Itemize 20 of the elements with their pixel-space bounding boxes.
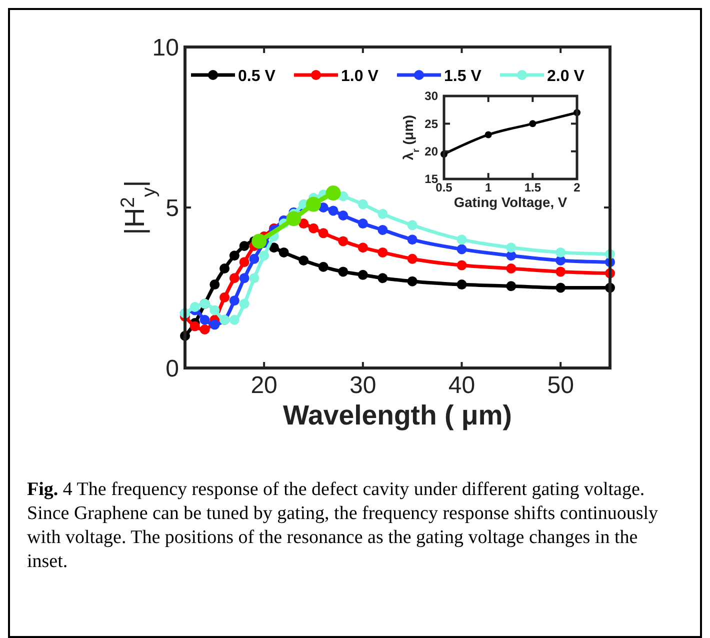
- caption: Fig. 4 The frequency response of the defect cavity under different gating voltage. Since Graphene can be tuned by gating, the frequency response shifts continuously with voltage. The positions of the resonance as the gating voltage changes in the inset.: [27, 479, 659, 572]
- legend-label: 2.0 V: [547, 68, 585, 85]
- x-tick-label: 2: [574, 180, 581, 195]
- y-tick-label: 25: [424, 116, 438, 131]
- y-tick-label: 20: [424, 144, 438, 159]
- y-tick-label: 0: [166, 355, 179, 382]
- x-tick-label: 1.5: [524, 180, 542, 195]
- y-tick-label: 30: [424, 89, 438, 104]
- y-tick-label: 5: [166, 194, 179, 222]
- x-tick-label: 50: [547, 372, 574, 400]
- legend-label: 1.0 V: [341, 68, 379, 85]
- legend-label: 0.5 V: [238, 68, 276, 85]
- x-tick-label: 20: [250, 372, 278, 400]
- y-tick-label: 10: [152, 34, 179, 62]
- x-tick-label: 30: [350, 372, 376, 400]
- legend-label: 1.5 V: [444, 68, 482, 85]
- x-tick-label: 40: [448, 372, 476, 400]
- x-axis-title: Wavelength ( μm): [283, 399, 512, 430]
- x-axis-title: Gating Voltage, V: [454, 195, 568, 210]
- x-tick-label: 1: [484, 180, 492, 195]
